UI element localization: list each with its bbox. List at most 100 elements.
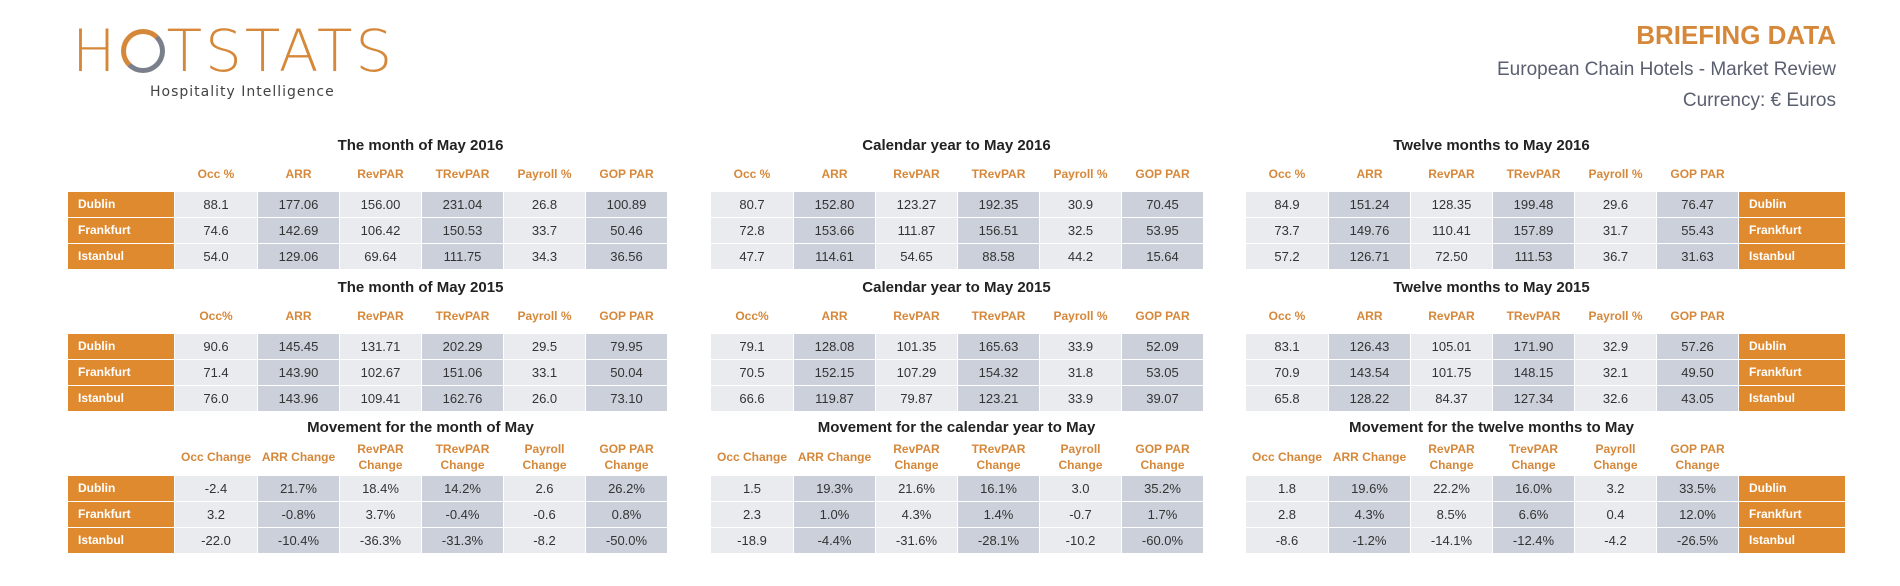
report-subtitle: European Chain Hotels - Market Review — [1497, 59, 1836, 80]
table-cell: 32.6 — [1575, 386, 1656, 411]
column-header: GOP PAR Change — [599, 442, 654, 472]
table-row: Dublin 90.6 145.45 131.71 202.29 29.5 79.95 — [68, 334, 667, 359]
table-block: Movement for the calendar year to May Occ… — [710, 418, 1203, 554]
column-header: TRevPAR — [971, 167, 1026, 181]
table-cell: 0.4 — [1575, 502, 1656, 527]
table-cell: 156.00 — [340, 192, 421, 217]
column-headers: Occ % ARR RevPAR TRevPAR Payroll % GOP PAR — [710, 156, 1203, 192]
table-row: 66.6 119.87 79.87 123.21 33.9 39.07 — [710, 386, 1203, 411]
table-cell: 53.95 — [1122, 218, 1203, 243]
table-cell: 126.43 — [1329, 334, 1410, 359]
table-title: Movement for the calendar year to May — [817, 419, 1096, 436]
table-cell: 76.0 — [175, 386, 257, 411]
table-cell: -8.2 — [504, 528, 585, 553]
logo-letter-h: H — [72, 17, 119, 85]
table-cell: 30.9 — [1040, 192, 1121, 217]
table-cell: -1.2% — [1329, 528, 1410, 553]
table-cell: 131.71 — [340, 334, 421, 359]
table-block: Twelve months to May 2015 Occ % ARR RevPAR T… — [1245, 278, 1845, 412]
table-cell: 33.5% — [1657, 476, 1738, 501]
table-cell: 57.26 — [1657, 334, 1738, 359]
column-header: Occ % — [197, 167, 235, 181]
column-header: Occ Change — [1251, 450, 1323, 464]
column-headers: Occ Change ARR Change RevPAR Change TRevPAR C… — [710, 438, 1203, 476]
table-cell: 128.22 — [1329, 386, 1410, 411]
table-cell: -22.0 — [175, 528, 257, 553]
table-cell: 8.5% — [1411, 502, 1492, 527]
column-header: Payroll % — [1588, 309, 1643, 323]
city-label: Istanbul — [68, 244, 174, 269]
table-cell: 36.7 — [1575, 244, 1656, 269]
column-header: ARR — [285, 309, 312, 323]
table-cell: 16.0% — [1493, 476, 1574, 501]
table-cell: 4.3% — [876, 502, 957, 527]
table-cell: 70.9 — [1246, 360, 1328, 385]
table-cell: 29.5 — [504, 334, 585, 359]
table-block: The month of May 2015 Occ% ARR RevPAR TRevPA… — [68, 278, 667, 412]
table-cell: -28.1% — [958, 528, 1039, 553]
table-cell: 80.7 — [711, 192, 793, 217]
table-row: 1.5 19.3% 21.6% 16.1% 3.0 35.2% — [710, 476, 1203, 501]
column-header: Payroll % — [517, 309, 572, 323]
table-cell: 126.71 — [1329, 244, 1410, 269]
column-header: ARR Change — [797, 450, 872, 464]
table-cell: 128.08 — [794, 334, 875, 359]
table-row: 1.8 19.6% 22.2% 16.0% 3.2 33.5% Dublin — [1245, 476, 1845, 501]
column-header: Payroll Change — [1593, 442, 1638, 472]
table-cell: 111.75 — [422, 244, 503, 269]
table-cell: 31.7 — [1575, 218, 1656, 243]
table-cell: -31.6% — [876, 528, 957, 553]
column-headers: Occ% ARR RevPAR TRevPAR Payroll % GOP PAR — [68, 298, 667, 334]
column-header: Payroll % — [517, 167, 572, 181]
table-cell: 2.3 — [711, 502, 793, 527]
table-cell: 54.0 — [175, 244, 257, 269]
table-cell: -14.1% — [1411, 528, 1492, 553]
table-cell: 79.95 — [586, 334, 667, 359]
city-label: Dublin — [1739, 476, 1845, 501]
table-cell: 145.45 — [258, 334, 339, 359]
table-row: 73.7 149.76 110.41 157.89 31.7 55.43 Frankfurt — [1245, 218, 1845, 243]
table-cell: -2.4 — [175, 476, 257, 501]
table-cell: 43.05 — [1657, 386, 1738, 411]
table-block: Movement for the month of May Occ Change A… — [68, 418, 667, 554]
column-header: TRevPAR — [435, 167, 490, 181]
table-cell: 199.48 — [1493, 192, 1574, 217]
table-cell: 26.2% — [586, 476, 667, 501]
column-header: RevPAR — [357, 309, 404, 323]
table-cell: 192.35 — [958, 192, 1039, 217]
table-cell: 18.4% — [340, 476, 421, 501]
column-header: TRevPAR — [1506, 167, 1561, 181]
column-header: RevPAR — [893, 167, 940, 181]
table-cell: -26.5% — [1657, 528, 1738, 553]
table-row: Istanbul 54.0 129.06 69.64 111.75 34.3 36.56 — [68, 244, 667, 269]
table-cell: 79.87 — [876, 386, 957, 411]
table-cell: 34.3 — [504, 244, 585, 269]
table-cell: 31.63 — [1657, 244, 1738, 269]
table-cell: 162.76 — [422, 386, 503, 411]
table-cell: 36.56 — [586, 244, 667, 269]
column-header: RevPAR Change — [357, 442, 404, 472]
table-cell: -10.4% — [258, 528, 339, 553]
column-header: GOP PAR — [599, 167, 654, 181]
hotstats-logo: H TSTATS Hospitality Intelligence — [72, 18, 412, 106]
table-cell: -50.0% — [586, 528, 667, 553]
table-block: Twelve months to May 2016 Occ % ARR RevPAR T… — [1245, 136, 1845, 270]
table-cell: 149.76 — [1329, 218, 1410, 243]
table-cell: 53.05 — [1122, 360, 1203, 385]
table-cell: 123.27 — [876, 192, 957, 217]
table-cell: 54.65 — [876, 244, 957, 269]
table-cell: 71.4 — [175, 360, 257, 385]
table-cell: 2.6 — [504, 476, 585, 501]
table-title: Calendar year to May 2015 — [862, 279, 1051, 296]
table-cell: 19.6% — [1329, 476, 1410, 501]
table-cell: 26.0 — [504, 386, 585, 411]
column-header: ARR — [285, 167, 312, 181]
city-label: Frankfurt — [68, 502, 174, 527]
table-cell: 70.45 — [1122, 192, 1203, 217]
table-cell: 171.90 — [1493, 334, 1574, 359]
table-cell: 33.9 — [1040, 334, 1121, 359]
table-cell: 151.24 — [1329, 192, 1410, 217]
table-row: 80.7 152.80 123.27 192.35 30.9 70.45 — [710, 192, 1203, 217]
column-header: GOP PAR Change — [1135, 442, 1190, 472]
table-cell: 3.2 — [175, 502, 257, 527]
